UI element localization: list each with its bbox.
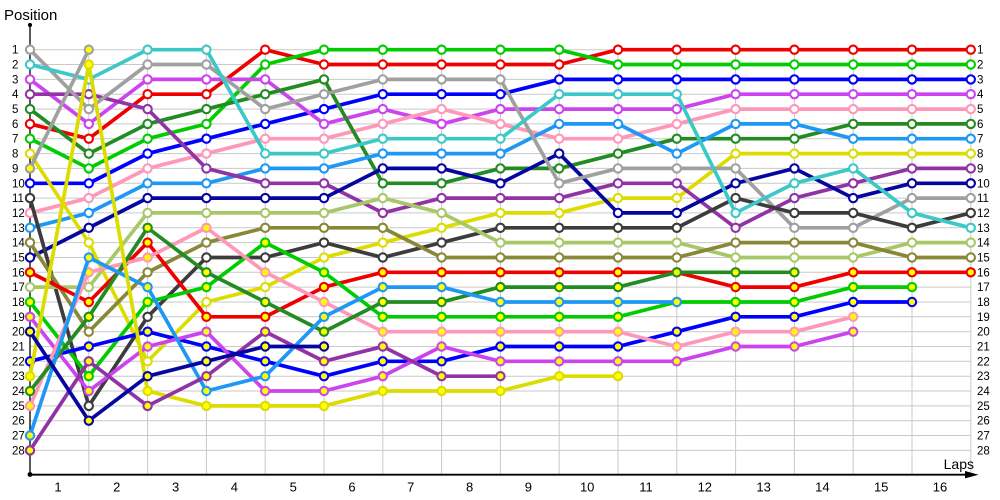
svg-text:18: 18 [977,297,990,309]
svg-text:Laps: Laps [944,456,974,472]
svg-text:20: 20 [12,327,25,339]
svg-text:2: 2 [977,60,983,72]
svg-text:6: 6 [12,119,18,131]
svg-text:2: 2 [113,480,120,495]
svg-text:13: 13 [756,480,770,495]
svg-text:3: 3 [172,480,179,495]
svg-text:21: 21 [977,342,990,354]
svg-text:10: 10 [580,480,594,495]
svg-text:12: 12 [698,480,712,495]
svg-text:4: 4 [977,89,984,101]
svg-text:26: 26 [12,416,25,428]
svg-text:8: 8 [12,149,18,161]
svg-text:24: 24 [12,386,25,398]
svg-text:11: 11 [12,193,24,205]
svg-text:25: 25 [12,401,25,413]
svg-text:20: 20 [977,327,990,339]
svg-text:18: 18 [12,297,25,309]
svg-text:15: 15 [977,253,990,265]
svg-text:4: 4 [231,480,238,495]
svg-text:11: 11 [977,193,989,205]
svg-text:7: 7 [977,134,983,146]
svg-text:7: 7 [407,480,414,495]
svg-text:25: 25 [977,401,990,413]
svg-text:14: 14 [977,238,990,250]
svg-text:12: 12 [977,208,990,220]
svg-text:1: 1 [54,480,61,495]
svg-text:10: 10 [977,178,990,190]
svg-text:28: 28 [977,445,990,457]
svg-text:16: 16 [933,480,947,495]
svg-text:9: 9 [977,163,983,175]
svg-text:21: 21 [12,342,25,354]
svg-text:27: 27 [12,431,25,443]
svg-text:Position: Position [4,7,57,24]
svg-text:13: 13 [12,223,25,235]
svg-text:15: 15 [874,480,888,495]
svg-text:11: 11 [639,480,653,495]
svg-text:8: 8 [977,149,983,161]
svg-text:5: 5 [12,104,18,116]
svg-text:26: 26 [977,416,990,428]
svg-text:15: 15 [12,253,25,265]
svg-text:8: 8 [466,480,473,495]
svg-text:10: 10 [12,178,25,190]
svg-text:5: 5 [977,104,983,116]
svg-text:13: 13 [977,223,990,235]
svg-text:19: 19 [977,312,990,324]
svg-text:5: 5 [290,480,297,495]
svg-text:6: 6 [977,119,983,131]
svg-text:24: 24 [977,386,990,398]
svg-text:16: 16 [977,267,990,279]
svg-text:28: 28 [12,445,25,457]
svg-text:9: 9 [12,163,18,175]
svg-text:22: 22 [977,356,990,368]
svg-text:7: 7 [12,134,18,146]
svg-text:12: 12 [12,208,25,220]
svg-text:3: 3 [977,74,983,86]
svg-text:9: 9 [525,480,532,495]
svg-text:2: 2 [12,60,18,72]
svg-text:3: 3 [12,74,18,86]
svg-text:6: 6 [348,480,355,495]
svg-text:1: 1 [977,45,983,57]
svg-text:1: 1 [12,45,18,57]
svg-text:27: 27 [977,431,990,443]
svg-text:4: 4 [12,89,19,101]
svg-text:23: 23 [12,371,25,383]
svg-text:22: 22 [12,356,25,368]
svg-text:17: 17 [977,282,990,294]
svg-text:16: 16 [12,267,25,279]
svg-text:14: 14 [815,480,829,495]
svg-text:19: 19 [12,312,25,324]
svg-text:14: 14 [12,238,25,250]
svg-text:23: 23 [977,371,990,383]
svg-text:17: 17 [12,282,25,294]
